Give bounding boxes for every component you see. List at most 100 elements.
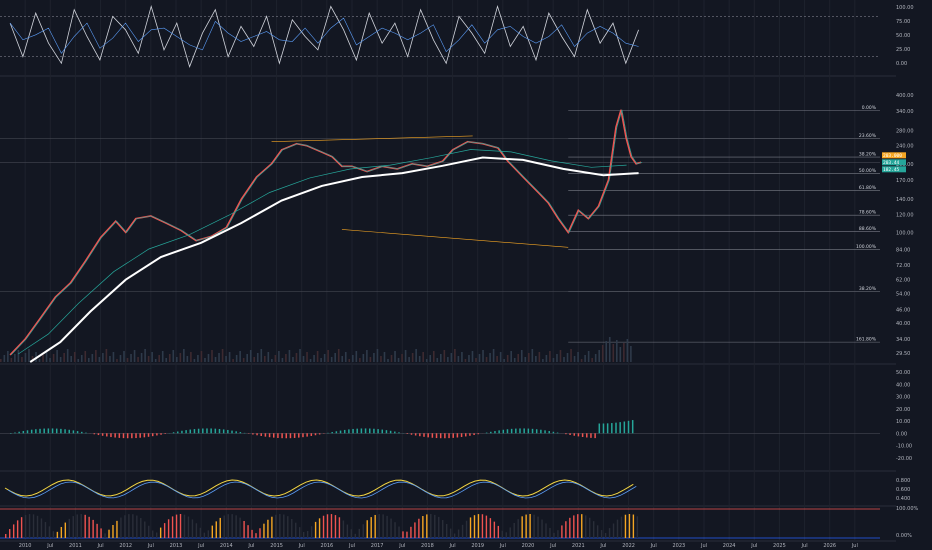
x-tick-label: Jul (449, 543, 456, 549)
rsi-bar (557, 530, 559, 538)
volume-bar (165, 358, 168, 362)
rsi-bar (52, 531, 55, 538)
macd-histogram-bar (469, 433, 471, 436)
x-tick-label: 2015 (270, 543, 283, 549)
volume-bar (299, 349, 301, 362)
macd-histogram-bar (151, 433, 154, 437)
volume-bar (630, 346, 632, 362)
macd-histogram-bar (18, 431, 20, 434)
macd-histogram-bar (368, 428, 371, 434)
volume-bar (408, 357, 410, 362)
x-tick-label: 2025 (773, 543, 786, 549)
rsi-bar (517, 519, 519, 538)
volume-bar (271, 359, 273, 362)
rsi-bar (370, 517, 372, 538)
fib-label: 88.60% (859, 226, 877, 232)
macd-histogram-bar (189, 429, 192, 434)
volume-bar (147, 356, 150, 362)
volume-bar (513, 358, 516, 362)
price-tick: 46.00 (896, 307, 910, 313)
rsi-bar (485, 515, 488, 538)
macd-histogram-bar (139, 433, 141, 438)
rsi-bar (267, 519, 269, 538)
macd-histogram-bar (452, 433, 454, 438)
macd-histogram-bar (498, 430, 500, 434)
rsi-bar (477, 514, 480, 538)
macd-histogram-bar (606, 423, 609, 434)
macd-histogram-bar (389, 430, 392, 434)
x-tick-label: 2017 (371, 543, 384, 549)
rsi-bar (167, 519, 170, 538)
fib-label: 23.60% (859, 133, 877, 139)
macd-histogram-bar (398, 432, 400, 434)
rsi-bar (88, 516, 90, 538)
volume-bar (545, 355, 548, 362)
volume-bar (239, 351, 241, 362)
stoch-tick: 0.800 (896, 478, 910, 484)
volume-bar (323, 354, 326, 362)
rsi-bar (573, 515, 575, 538)
volume-bar (330, 357, 333, 362)
ema-200-line (29, 156, 639, 363)
rsi-bar (592, 521, 595, 538)
rsi-bar (398, 526, 400, 538)
volume-bar (278, 351, 280, 362)
volume-bar (447, 357, 449, 362)
macd-histogram-bar (477, 433, 480, 435)
volume-bar (485, 357, 488, 362)
volume-bar (376, 349, 379, 362)
x-tick-label: Jul (46, 543, 53, 549)
rsi-bar (616, 519, 619, 538)
macd-histogram-bar (43, 428, 45, 434)
volume-bar (281, 358, 284, 362)
macd-histogram-bar (35, 429, 37, 434)
macd-histogram-bar (464, 433, 467, 437)
volume-bar (274, 355, 277, 362)
rsi-bar (338, 517, 341, 538)
rsi-bar (362, 524, 364, 538)
rsi-bar (295, 522, 297, 538)
macd-histogram-bar (556, 432, 559, 434)
macd-histogram-bar (106, 433, 108, 437)
x-tick-label: Jul (499, 543, 506, 549)
macd-histogram-bar (414, 433, 417, 436)
volume-bar (566, 353, 569, 362)
macd-histogram-bar (289, 433, 292, 439)
macd-tick: -20.00 (896, 456, 912, 462)
volume-bar (246, 354, 248, 362)
stoch-tick: 0.400 (896, 496, 910, 502)
rsi-bar (148, 525, 150, 538)
ema-100-line (18, 149, 627, 355)
fib-label: 38.20% (859, 286, 877, 292)
volume-bar (242, 358, 245, 362)
price-tick: 100.00 (896, 230, 914, 236)
volume-bar (510, 351, 512, 362)
rsi-bar (533, 514, 535, 538)
volume-bar (52, 354, 55, 362)
volume-bar (218, 353, 220, 362)
rsi-bar (28, 514, 31, 538)
macd-histogram-bar (615, 422, 617, 434)
rsi-bar (426, 514, 428, 538)
macd-histogram-bar (227, 429, 229, 434)
rsi-bar (124, 515, 126, 538)
rsi-bar (136, 515, 138, 538)
rsi-bar (183, 514, 186, 538)
rsi-bar (382, 514, 384, 538)
rsi-bar (195, 523, 198, 538)
volume-bar (429, 355, 432, 362)
volume-bar (591, 358, 593, 362)
price-tag-bg (882, 152, 906, 159)
macd-tick: 50.00 (896, 370, 910, 376)
volume-bar (17, 350, 20, 362)
volume-bar (612, 344, 615, 362)
macd-histogram-bar (460, 433, 463, 438)
volume-bar (267, 352, 270, 362)
grid (0, 0, 896, 542)
macd-histogram-bar (285, 433, 288, 439)
volume-bar (344, 352, 347, 362)
macd-histogram-bar (394, 431, 396, 434)
macd-histogram-bar (68, 429, 70, 434)
price-tag-bg (882, 159, 906, 166)
